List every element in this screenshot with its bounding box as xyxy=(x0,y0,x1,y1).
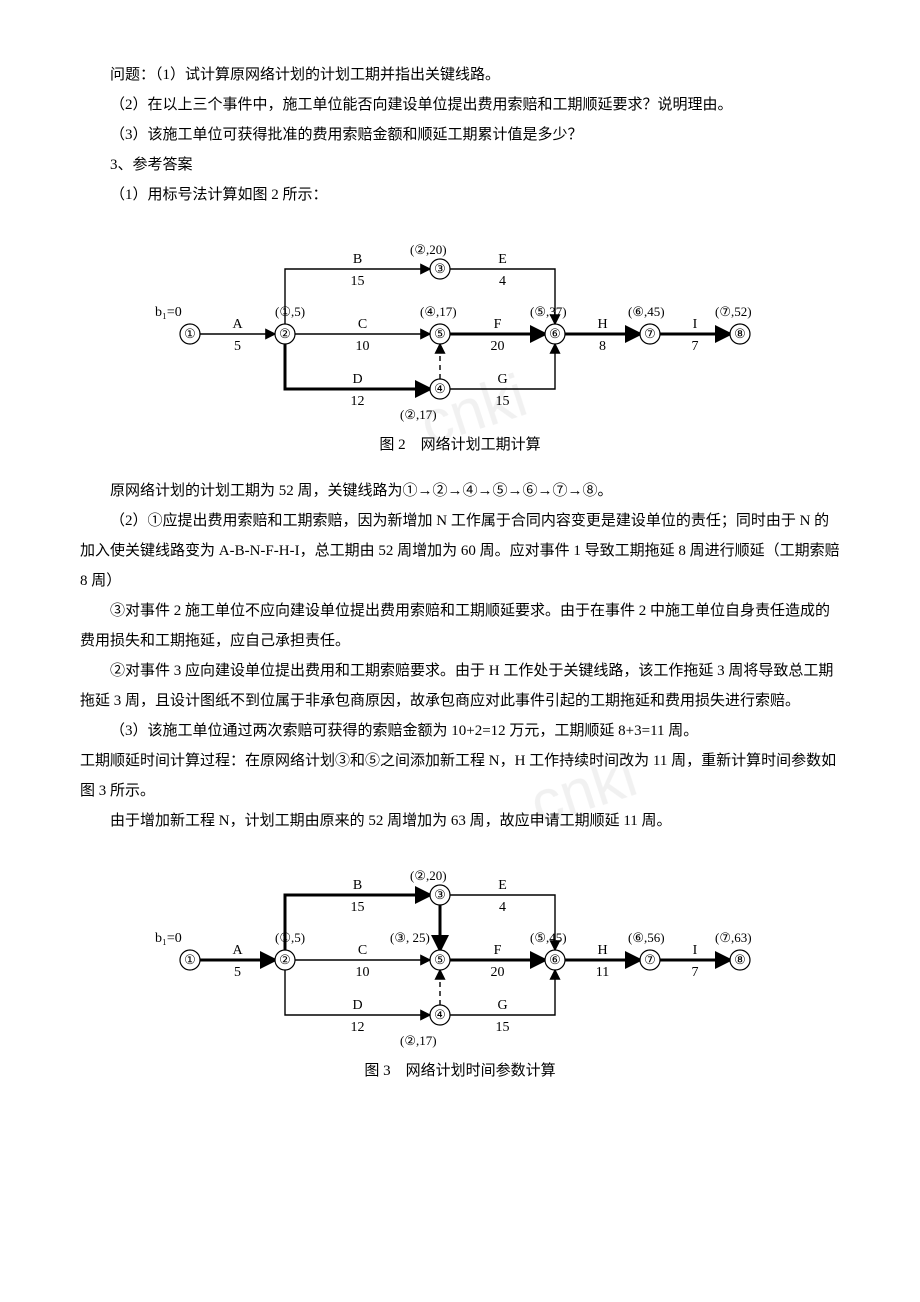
svg-text:④: ④ xyxy=(434,381,446,396)
svg-text:②: ② xyxy=(279,326,291,341)
svg-text:⑦: ⑦ xyxy=(644,952,656,967)
diagram-3-wrap: A 5 B 15 C 10 D 12 E 4 F 20 G 15 H 11 I 7 ① ② ③ ④ ⑤ ⑥ ⑦ ⑧ b₁=0 (①,5… xyxy=(80,850,840,1050)
answer-1-lead: （1）用标号法计算如图 2 所示： xyxy=(80,180,840,210)
svg-text:H: H xyxy=(597,317,607,332)
network-diagram-2: A 5 B 15 C 10 D 12 E 4 F 20 G 15 H 8 I 7 ① ② ③ ④ ⑤ ⑥ ⑦ ⑧ b₁=0 (①,5)… xyxy=(130,224,790,424)
svg-text:I: I xyxy=(693,943,698,958)
svg-text:H: H xyxy=(597,943,607,958)
svg-text:10: 10 xyxy=(356,339,370,354)
svg-text:4: 4 xyxy=(499,274,506,289)
answer-3-part1: （3）该施工单位通过两次索赔可获得的索赔金额为 10+2=12 万元，工期顺延 … xyxy=(80,716,840,746)
svg-text:⑧: ⑧ xyxy=(734,952,746,967)
svg-text:(⑤,37): (⑤,37) xyxy=(530,304,567,319)
svg-text:(①,5): (①,5) xyxy=(275,930,305,945)
svg-text:⑦: ⑦ xyxy=(644,326,656,341)
svg-text:(③, 25): (③, 25) xyxy=(390,930,430,945)
svg-text:(⑦,63): (⑦,63) xyxy=(715,930,752,945)
svg-text:(⑥,45): (⑥,45) xyxy=(628,304,665,319)
svg-text:⑤: ⑤ xyxy=(434,952,446,967)
svg-text:(②,17): (②,17) xyxy=(400,407,437,422)
svg-text:⑧: ⑧ xyxy=(734,326,746,341)
svg-text:10: 10 xyxy=(356,965,370,980)
svg-text:11: 11 xyxy=(596,965,609,980)
diagram-2-wrap: A 5 B 15 C 10 D 12 E 4 F 20 G 15 H 8 I 7 ① ② ③ ④ ⑤ ⑥ ⑦ ⑧ b₁=0 (①,5)… xyxy=(80,224,840,424)
question-2: （2）在以上三个事件中，施工单位能否向建设单位提出费用索赔和工期顺延要求？说明理… xyxy=(80,90,840,120)
svg-text:(①,5): (①,5) xyxy=(275,304,305,319)
svg-text:8: 8 xyxy=(599,339,606,354)
svg-text:(②,20): (②,20) xyxy=(410,242,447,257)
svg-text:G: G xyxy=(497,372,507,387)
svg-text:①: ① xyxy=(184,326,196,341)
svg-text:15: 15 xyxy=(496,394,510,409)
svg-text:20: 20 xyxy=(491,339,505,354)
svg-text:7: 7 xyxy=(692,339,699,354)
svg-text:7: 7 xyxy=(692,965,699,980)
svg-text:G: G xyxy=(497,998,507,1013)
svg-text:③: ③ xyxy=(434,887,446,902)
svg-text:③: ③ xyxy=(434,261,446,276)
svg-text:D: D xyxy=(352,998,362,1013)
network-diagram-3: A 5 B 15 C 10 D 12 E 4 F 20 G 15 H 11 I 7 ① ② ③ ④ ⑤ ⑥ ⑦ ⑧ b₁=0 (①,5… xyxy=(130,850,790,1050)
svg-text:B: B xyxy=(353,878,362,893)
svg-text:(②,20): (②,20) xyxy=(410,868,447,883)
svg-text:B: B xyxy=(353,252,362,267)
svg-text:20: 20 xyxy=(491,965,505,980)
svg-text:D: D xyxy=(352,372,362,387)
svg-text:(②,17): (②,17) xyxy=(400,1033,437,1048)
svg-text:A: A xyxy=(232,317,243,332)
svg-text:12: 12 xyxy=(351,394,365,409)
answer-3-part3: 由于增加新工程 N，计划工期由原来的 52 周增加为 63 周，故应申请工期顺延… xyxy=(80,806,840,836)
svg-text:5: 5 xyxy=(234,965,241,980)
svg-text:15: 15 xyxy=(351,900,365,915)
answer-2-part1: （2）①应提出费用索赔和工期索赔，因为新增加 N 工作属于合同内容变更是建设单位… xyxy=(80,506,840,596)
answer-2-part2: ③对事件 2 施工单位不应向建设单位提出费用索赔和工期顺延要求。由于在事件 2 … xyxy=(80,596,840,656)
svg-text:⑥: ⑥ xyxy=(549,952,561,967)
svg-text:E: E xyxy=(498,252,507,267)
svg-text:⑤: ⑤ xyxy=(434,326,446,341)
answer-1-result: 原网络计划的计划工期为 52 周，关键线路为①→②→④→⑤→⑥→⑦→⑧。 xyxy=(80,476,840,506)
diagram-3-caption: 图 3 网络计划时间参数计算 xyxy=(80,1056,840,1086)
svg-text:C: C xyxy=(358,943,367,958)
svg-text:12: 12 xyxy=(351,1020,365,1035)
svg-text:(⑥,56): (⑥,56) xyxy=(628,930,665,945)
svg-text:②: ② xyxy=(279,952,291,967)
svg-text:F: F xyxy=(494,943,502,958)
svg-text:④: ④ xyxy=(434,1007,446,1022)
svg-text:E: E xyxy=(498,878,507,893)
answer-2-part3: ②对事件 3 应向建设单位提出费用和工期索赔要求。由于 H 工作处于关键线路，该… xyxy=(80,656,840,716)
svg-text:(⑦,52): (⑦,52) xyxy=(715,304,752,319)
svg-text:5: 5 xyxy=(234,339,241,354)
svg-text:b₁=0: b₁=0 xyxy=(155,305,182,320)
svg-text:4: 4 xyxy=(499,900,506,915)
svg-text:I: I xyxy=(693,317,698,332)
answer-3-part2: 工期顺延时间计算过程：在原网络计划③和⑤之间添加新工程 N，H 工作持续时间改为… xyxy=(80,746,840,806)
svg-text:①: ① xyxy=(184,952,196,967)
svg-text:15: 15 xyxy=(496,1020,510,1035)
svg-text:C: C xyxy=(358,317,367,332)
svg-text:15: 15 xyxy=(351,274,365,289)
question-3: （3）该施工单位可获得批准的费用索赔金额和顺延工期累计值是多少？ xyxy=(80,120,840,150)
question-1: 问题：（1）试计算原网络计划的计划工期并指出关键线路。 xyxy=(80,60,840,90)
svg-text:⑥: ⑥ xyxy=(549,326,561,341)
svg-text:A: A xyxy=(232,943,243,958)
answer-heading: 3、参考答案 xyxy=(80,150,840,180)
diagram-2-caption: 图 2 网络计划工期计算 xyxy=(80,430,840,460)
svg-text:(⑤,45): (⑤,45) xyxy=(530,930,567,945)
svg-text:b₁=0: b₁=0 xyxy=(155,931,182,946)
svg-text:F: F xyxy=(494,317,502,332)
svg-text:(④,17): (④,17) xyxy=(420,304,457,319)
